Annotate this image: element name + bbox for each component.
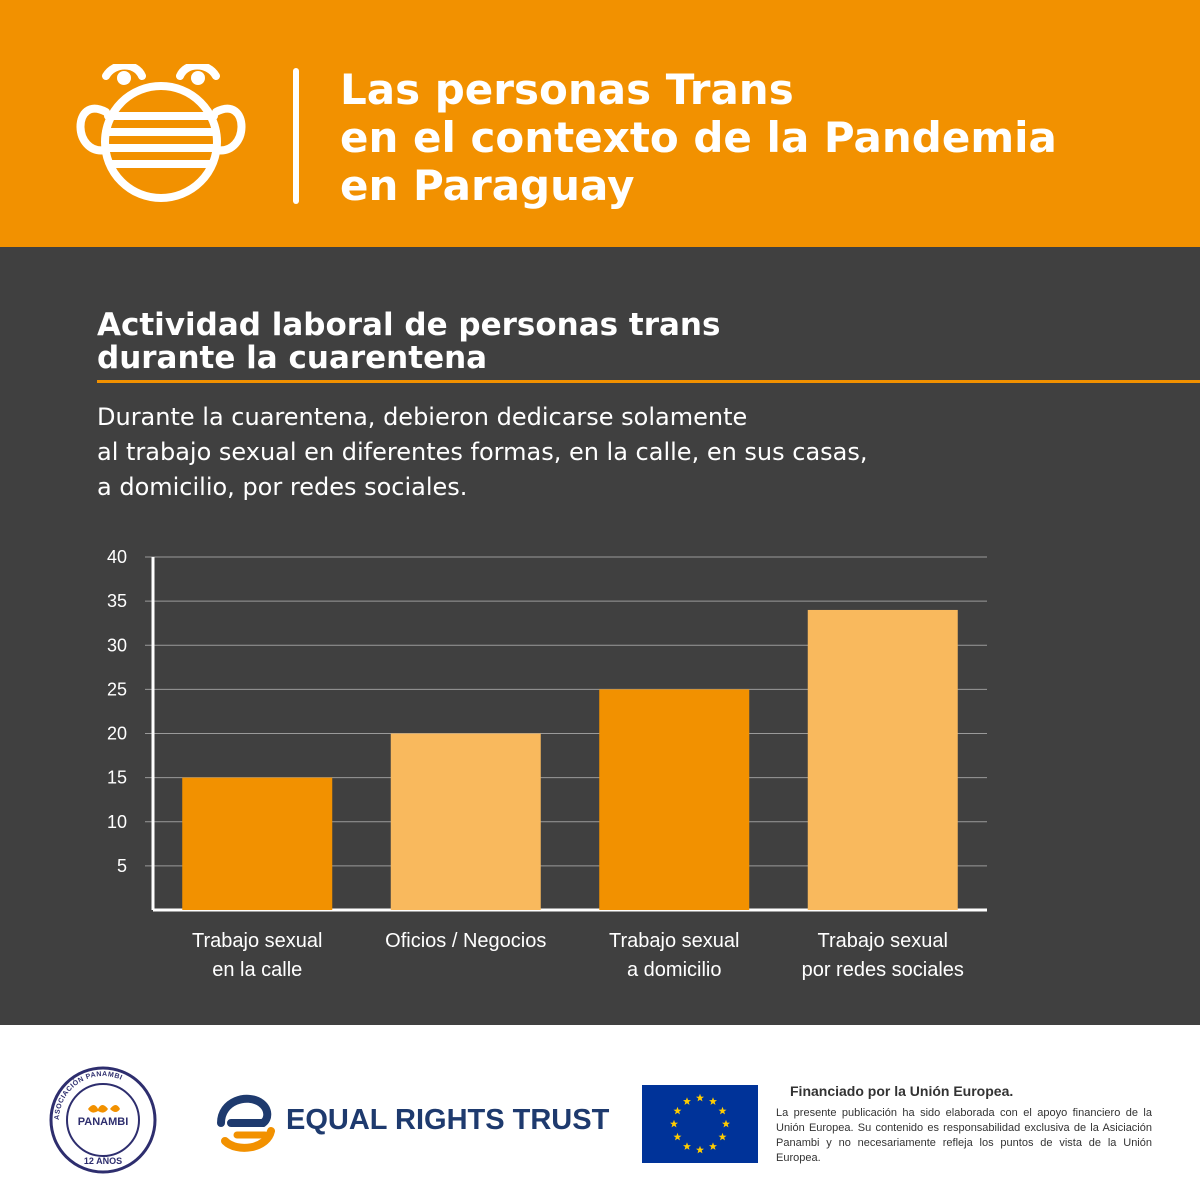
bar-chart: 5 10 15 20 25 30 35 40 Trabajo sexual en la calle… [107, 547, 987, 981]
x-tick-label-line: Trabajo sexual [609, 930, 739, 952]
svg-text:ASOCIACIÓN PANAMBI: ASOCIACIÓN PANAMBI [54, 1071, 123, 1120]
description-line: a domicilio, por redes sociales. [97, 473, 468, 501]
eu-star-icon [718, 1106, 727, 1115]
section-rule [97, 380, 1200, 383]
x-tick-label-line: Trabajo sexual [818, 930, 948, 952]
y-tick-label: 20 [107, 724, 127, 744]
bar [807, 609, 958, 910]
panambi-name: PANAMBI [78, 1116, 129, 1128]
eu-star-icon [670, 1119, 678, 1128]
bar [599, 689, 750, 910]
eu-star-icon [673, 1106, 682, 1115]
header-banner: Las personas Trans en el contexto de la … [0, 0, 1200, 247]
eu-star-icon [696, 1145, 704, 1154]
section-title-line: Actividad laboral de personas trans [97, 307, 721, 343]
equal-rights-trust-icon [217, 1094, 275, 1152]
eu-star-icon [696, 1093, 704, 1102]
x-tick-label-line: por redes sociales [802, 959, 964, 981]
page-title: Las personas Trans en el contexto de la … [340, 66, 1180, 210]
x-tick-label: Trabajo sexual a domicilio [609, 930, 739, 981]
bar [390, 733, 541, 910]
x-tick-label: Oficios / Negocios [385, 930, 546, 952]
x-tick-label-line: a domicilio [627, 959, 721, 981]
y-tick-label: 30 [107, 635, 127, 655]
title-line: Las personas Trans [340, 65, 794, 114]
y-tick-label: 15 [107, 768, 127, 788]
section-title-line: durante la cuarentena [97, 340, 488, 376]
face-mask-icon [76, 64, 246, 202]
panambi-ring-text: ASOCIACIÓN PANAMBI [54, 1071, 123, 1120]
eu-star-icon [709, 1097, 717, 1105]
x-tick-label-line: en la calle [212, 959, 302, 981]
equal-rights-trust-name: EQUAL RIGHTS TRUST [286, 1104, 610, 1136]
y-tick-label: 35 [107, 591, 127, 611]
eu-star-icon [683, 1142, 691, 1150]
eu-disclaimer: La presente publicación ha sido elaborad… [776, 1107, 1152, 1164]
y-tick-label: 10 [107, 812, 127, 832]
eu-flag-icon [642, 1085, 758, 1163]
eu-star-icon [673, 1132, 682, 1141]
title-line: en el contexto de la Pandemia [340, 113, 1057, 162]
footer: ASOCIACIÓN PANAMBI PANAMBI 12 AÑOS EQUAL… [0, 1025, 1200, 1200]
bar [182, 777, 333, 910]
x-tick-label-line: Oficios / Negocios [385, 930, 546, 952]
description-text: Durante la cuarentena, debieron dedicars… [97, 400, 868, 505]
x-tick-label: Trabajo sexual por redes sociales [802, 930, 964, 981]
eu-star-icon [683, 1097, 691, 1105]
panambi-logo: ASOCIACIÓN PANAMBI PANAMBI 12 AÑOS [49, 1066, 157, 1174]
eu-star-icon [709, 1142, 717, 1150]
panambi-years: 12 AÑOS [84, 1156, 122, 1166]
title-line: en Paraguay [340, 161, 635, 210]
header-divider [293, 68, 299, 204]
y-tick-label: 25 [107, 679, 127, 699]
x-tick-label: Trabajo sexual en la calle [192, 930, 322, 981]
x-tick-label-line: Trabajo sexual [192, 930, 322, 952]
eu-star-icon [722, 1119, 730, 1128]
description-line: Durante la cuarentena, debieron dedicars… [97, 403, 748, 431]
description-line: al trabajo sexual en diferentes formas, … [97, 438, 868, 466]
y-tick-label: 40 [107, 547, 127, 567]
section-title: Actividad laboral de personas trans dura… [97, 309, 720, 375]
eu-star-icon [718, 1132, 727, 1141]
content-panel: Actividad laboral de personas trans dura… [0, 247, 1200, 1025]
y-tick-label: 5 [117, 856, 127, 876]
eu-funding-title: Financiado por la Unión Europea. [790, 1083, 1014, 1099]
